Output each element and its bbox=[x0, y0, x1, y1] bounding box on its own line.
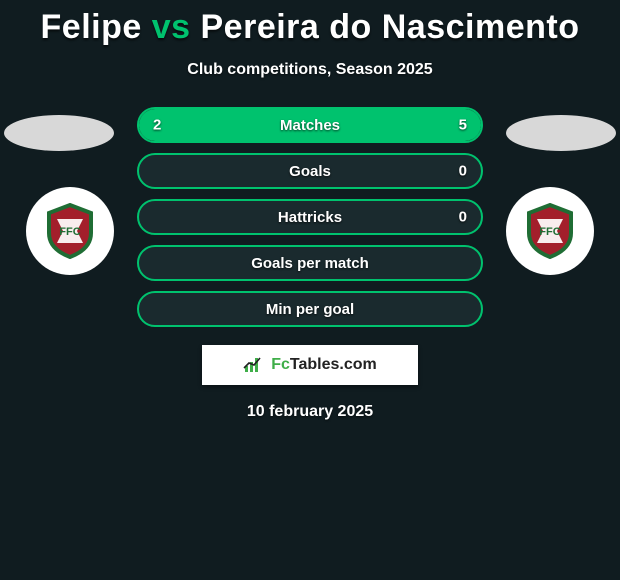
bar-fill-right bbox=[237, 109, 481, 141]
club-crest-right: FFC bbox=[506, 187, 594, 275]
bar-label: Goals per match bbox=[251, 255, 369, 272]
svg-text:FFC: FFC bbox=[539, 226, 560, 238]
brand-dotcom: .com bbox=[339, 356, 376, 373]
player-right-name: Pereira do Nascimento bbox=[201, 8, 580, 46]
stat-bar: Goals 0 bbox=[137, 153, 483, 189]
bar-label: Matches bbox=[280, 117, 340, 134]
brand-fc: Fc bbox=[271, 356, 290, 373]
brand-tables: Tables bbox=[290, 356, 340, 373]
player-left-name: Felipe bbox=[41, 8, 142, 46]
bar-label: Goals bbox=[289, 163, 331, 180]
stat-bar: 2 Matches 5 bbox=[137, 107, 483, 143]
club-crest-left: FFC bbox=[26, 187, 114, 275]
stat-bar: Hattricks 0 bbox=[137, 199, 483, 235]
bar-label: Min per goal bbox=[266, 301, 354, 318]
snapshot-date: 10 february 2025 bbox=[0, 403, 620, 421]
shield-icon: FFC bbox=[525, 203, 575, 259]
svg-text:FFC: FFC bbox=[59, 226, 80, 238]
brand-badge: FcTables.com bbox=[202, 345, 418, 385]
bar-value-right: 5 bbox=[459, 117, 467, 134]
player-right-base bbox=[506, 115, 616, 151]
bar-value-right: 0 bbox=[459, 209, 467, 226]
bar-value-left: 2 bbox=[153, 117, 161, 134]
brand-text: FcTables.com bbox=[271, 356, 377, 374]
shield-icon: FFC bbox=[45, 203, 95, 259]
player-left-base bbox=[4, 115, 114, 151]
bar-value-right: 0 bbox=[459, 163, 467, 180]
comparison-stage: FFC FFC 2 Matches 5 Goals 0 Hattric bbox=[0, 107, 620, 421]
bar-label: Hattricks bbox=[278, 209, 342, 226]
stat-bar: Goals per match bbox=[137, 245, 483, 281]
comparison-title: Felipe vs Pereira do Nascimento bbox=[0, 0, 620, 47]
stat-bars: 2 Matches 5 Goals 0 Hattricks 0 Goals pe… bbox=[137, 107, 483, 327]
subtitle: Club competitions, Season 2025 bbox=[0, 61, 620, 79]
stat-bar: Min per goal bbox=[137, 291, 483, 327]
title-vs: vs bbox=[152, 8, 191, 46]
barchart-icon bbox=[243, 356, 265, 374]
